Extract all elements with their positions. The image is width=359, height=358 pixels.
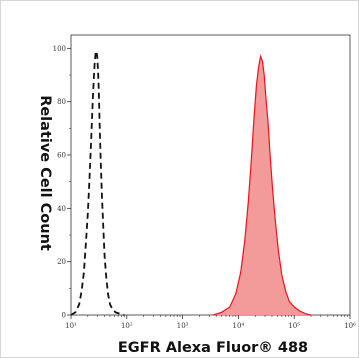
x-tick-label: 10⁶ xyxy=(344,322,356,330)
series-1-line xyxy=(212,53,312,316)
x-tick-label: 10³ xyxy=(177,322,189,330)
y-tick-label: 0 xyxy=(62,312,66,320)
x-axis-title: EGFR Alexa Fluor® 488 xyxy=(118,340,308,356)
series-0-line xyxy=(70,50,125,316)
plot-area xyxy=(70,34,351,316)
x-tick-label: 10⁴ xyxy=(233,322,245,330)
x-tick-label: 10² xyxy=(121,322,133,330)
y-tick-label: 40 xyxy=(57,205,66,213)
y-tick-label: 20 xyxy=(57,258,66,266)
y-tick-label: 60 xyxy=(57,152,66,160)
y-axis-title: Relative Cell Count xyxy=(37,95,53,251)
x-tick-label: 10⁵ xyxy=(288,322,300,330)
y-tick-label: 80 xyxy=(57,98,66,106)
x-tick-label: 10¹ xyxy=(65,322,77,330)
y-tick-label: 100 xyxy=(53,45,66,53)
series-1-area xyxy=(213,56,311,316)
